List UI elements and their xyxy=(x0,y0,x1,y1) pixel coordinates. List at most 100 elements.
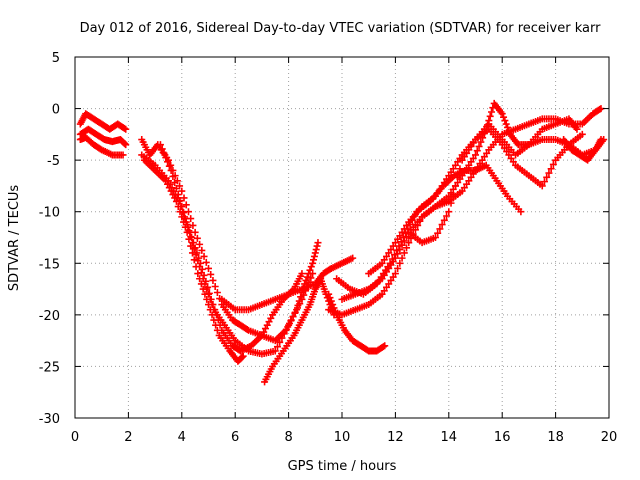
series-trace-11 xyxy=(325,99,605,319)
data-point xyxy=(391,270,399,278)
data-point xyxy=(285,321,293,329)
data-point xyxy=(172,197,180,205)
data-point xyxy=(313,242,321,250)
data-point xyxy=(271,347,279,355)
y-tick-label: 0 xyxy=(52,103,60,118)
data-point xyxy=(122,141,130,149)
data-point xyxy=(202,258,210,266)
x-axis-label: GPS time / hours xyxy=(288,459,397,474)
data-point xyxy=(160,149,168,157)
data-point xyxy=(205,289,213,297)
data-point xyxy=(164,158,172,166)
data-point xyxy=(199,285,207,293)
data-point xyxy=(203,295,211,303)
data-point xyxy=(386,259,394,267)
series-trace-16 xyxy=(560,136,608,164)
data-point xyxy=(486,112,494,120)
data-point xyxy=(191,244,199,252)
data-point xyxy=(381,342,389,350)
data-point xyxy=(309,259,317,267)
data-point xyxy=(213,326,221,334)
data-point xyxy=(197,280,205,288)
data-point xyxy=(239,352,247,360)
data-point xyxy=(403,244,411,252)
data-point xyxy=(276,338,284,346)
chart-title: Day 012 of 2016, Sidereal Day-to-day VTE… xyxy=(80,21,602,36)
data-point xyxy=(187,242,195,250)
y-tick-label: -30 xyxy=(39,412,60,427)
data-point xyxy=(443,212,451,220)
data-point xyxy=(180,209,188,217)
data-point xyxy=(189,221,197,229)
data-point xyxy=(325,290,333,298)
data-point xyxy=(158,145,166,153)
tick-labels: 0 2 4 6 8 10 12 14 16 18 20 5 0 -5 -10 -15 -20 -25 -30 xyxy=(39,51,618,445)
data-point xyxy=(243,325,251,333)
data-point xyxy=(182,201,190,209)
data-point xyxy=(545,169,553,177)
data-point xyxy=(547,165,555,173)
data-point xyxy=(451,182,459,190)
data-point xyxy=(156,141,164,149)
data-point xyxy=(388,255,396,263)
data-point xyxy=(600,136,608,144)
data-point xyxy=(196,275,204,283)
data-point xyxy=(188,249,196,257)
data-point xyxy=(438,221,446,229)
data-point xyxy=(540,178,548,186)
y-tick-label: -5 xyxy=(47,154,60,169)
data-point xyxy=(238,353,246,361)
grid xyxy=(75,57,609,418)
data-point xyxy=(473,147,481,155)
data-point xyxy=(397,238,405,246)
data-point xyxy=(192,263,200,271)
data-point xyxy=(502,120,510,128)
data-point xyxy=(488,108,496,116)
data-point xyxy=(307,263,315,271)
x-tick-label: 0 xyxy=(71,430,79,445)
data-point xyxy=(472,151,479,159)
data-point xyxy=(314,239,322,247)
data-point xyxy=(549,160,557,168)
data-point xyxy=(475,142,483,150)
series-trace-3 xyxy=(76,133,127,159)
data-point xyxy=(596,105,604,113)
data-point xyxy=(169,172,177,180)
data-point xyxy=(394,264,402,272)
series-trace-2 xyxy=(76,125,130,149)
data-point xyxy=(393,246,401,254)
data-point xyxy=(311,249,319,257)
data-point xyxy=(200,252,208,260)
data-point xyxy=(287,317,295,325)
data-point xyxy=(405,239,413,247)
data-point xyxy=(180,218,188,226)
data-point xyxy=(573,125,581,133)
data-point xyxy=(280,330,288,338)
y-tick-label: -20 xyxy=(39,309,60,324)
data-point xyxy=(303,273,311,281)
series-trace-14 xyxy=(365,125,586,278)
data-point xyxy=(543,173,551,181)
x-tick-label: 12 xyxy=(387,430,404,445)
data-point xyxy=(194,257,202,265)
axis-ticks xyxy=(74,56,610,419)
data-point xyxy=(329,301,337,309)
data-point xyxy=(205,301,212,309)
data-point xyxy=(171,178,179,186)
data-point xyxy=(198,246,206,254)
data-point xyxy=(477,138,485,146)
data-point xyxy=(172,185,180,193)
data-point xyxy=(119,151,127,159)
data-point xyxy=(391,251,399,259)
data-point xyxy=(165,162,173,170)
data-point xyxy=(578,130,586,138)
data-point xyxy=(349,254,357,262)
data-point xyxy=(327,297,335,305)
data-point xyxy=(396,259,404,267)
data-point xyxy=(201,290,209,298)
data-point xyxy=(194,270,202,278)
data-point xyxy=(180,194,188,202)
data-point xyxy=(278,334,286,342)
data-point xyxy=(291,308,299,316)
